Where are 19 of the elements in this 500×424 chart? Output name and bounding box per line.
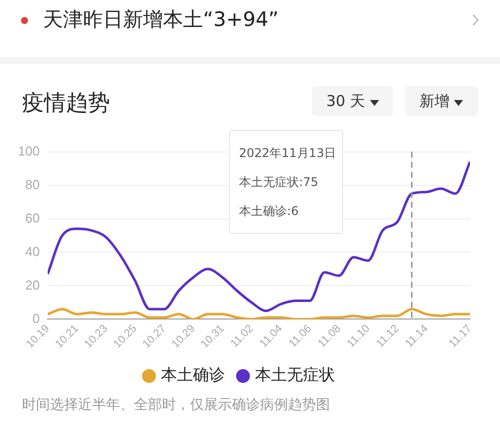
y-tick-label: 60 (25, 210, 40, 226)
legend-label: 本土无症状 (255, 365, 335, 384)
text: 时间选择近半年、全部时，仅展示确诊病例趋势图 (22, 396, 330, 414)
line-series (48, 308, 470, 320)
line-series (48, 160, 470, 312)
y-tick-label: 20 (25, 277, 40, 292)
text: 30 天 (312, 86, 393, 116)
y-tick-label: 0 (32, 310, 40, 326)
tooltip-panel: 2022年11月13日 本土无症状:75 本土确诊:6 (229, 130, 343, 234)
y-tick-label: 40 (25, 244, 40, 259)
legend-label: 本土确诊 (161, 365, 225, 384)
y-tick-label: 80 (25, 176, 40, 192)
y-tick-label: 100 (18, 143, 40, 158)
annotation: 本土无症状:75 (239, 174, 320, 191)
annotation: 本土确诊:6 (239, 203, 300, 220)
text: 新增 (405, 86, 478, 116)
text: 天津昨日新增本土“3+94” (43, 6, 279, 33)
chart-title: 疫情趋势 (22, 90, 110, 118)
annotation: 2022年11月13日 (239, 145, 338, 162)
